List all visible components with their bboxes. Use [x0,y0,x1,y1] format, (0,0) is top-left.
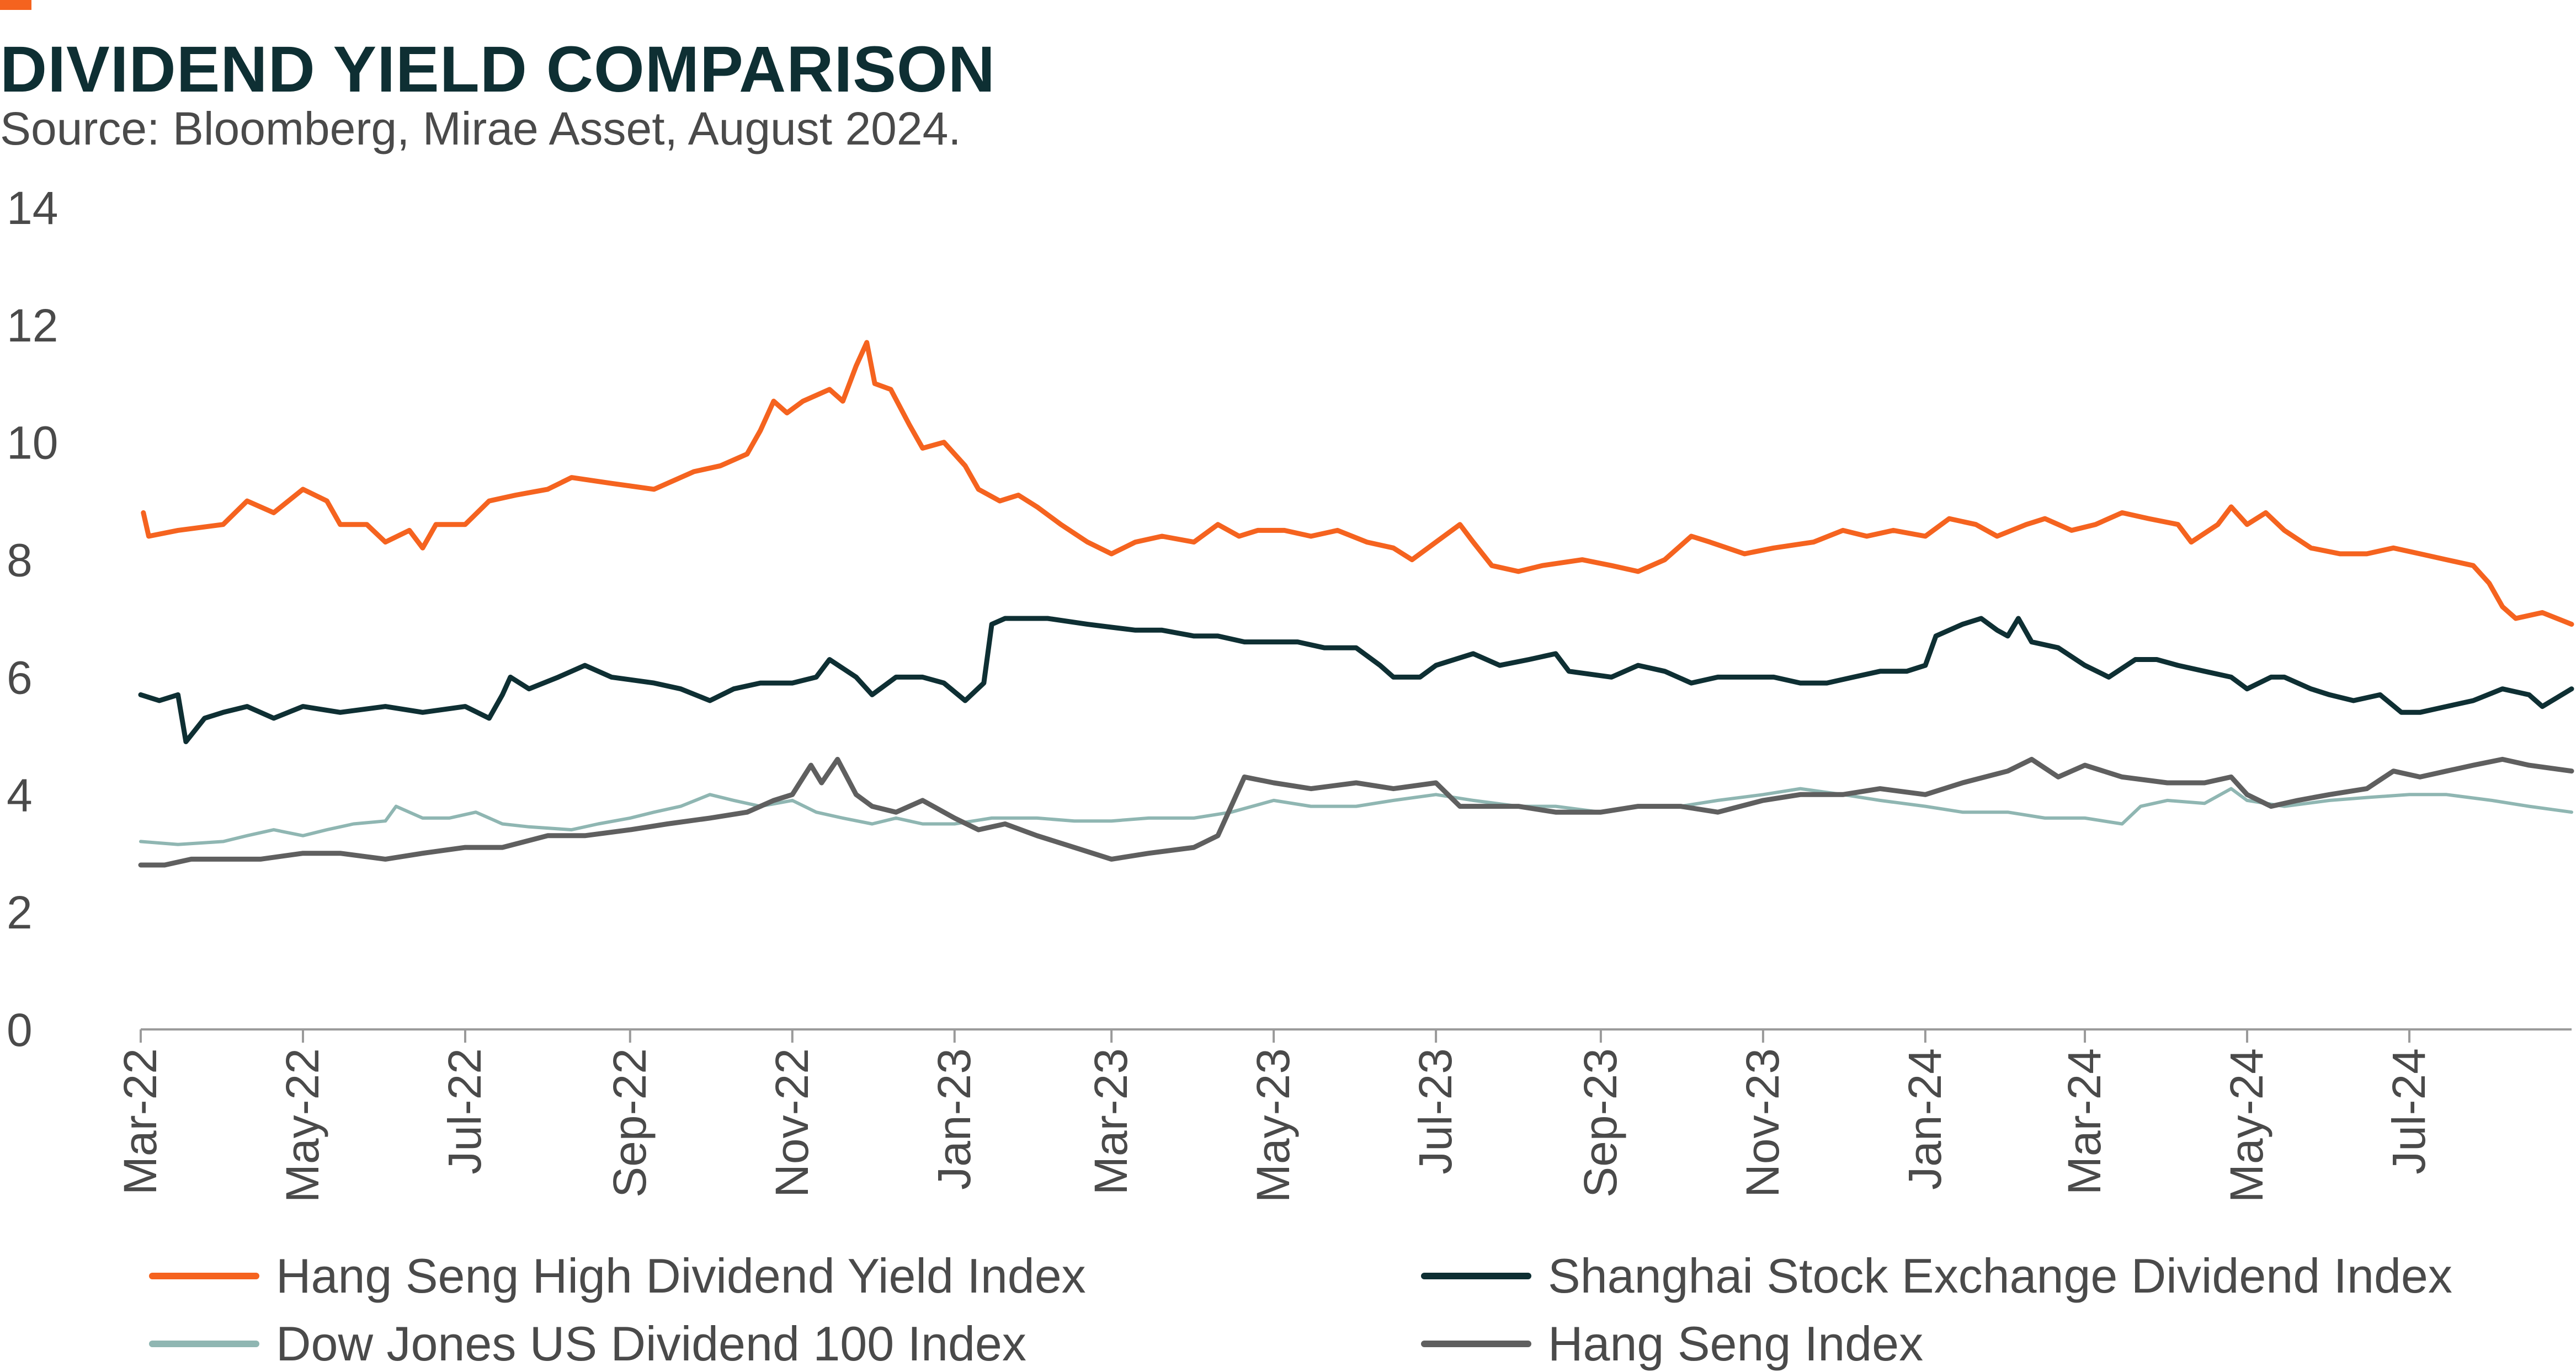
legend-label: Hang Seng High Dividend Yield Index [276,1248,1086,1303]
legend-item-hang-seng: Hang Seng Index [1421,1316,1923,1372]
x-tick-label: Sep-23 [1574,1048,1626,1198]
y-tick-label: 8 [7,535,33,586]
chart-subtitle: Source: Bloomberg, Mirae Asset, August 2… [0,103,961,154]
x-tick-label: Jul-23 [1409,1048,1461,1175]
y-tick-label: 12 [7,300,58,351]
x-tick-label: Mar-23 [1085,1048,1137,1195]
legend-swatch [1421,1341,1531,1347]
x-tick-label: Mar-24 [2058,1048,2110,1195]
series-line-3 [138,756,2574,868]
x-tick-label: Jan-24 [1899,1048,1951,1190]
x-tick-label: Jul-22 [439,1048,491,1175]
y-tick-label: 14 [7,182,58,234]
x-tick-label: Nov-22 [766,1048,818,1198]
x-tick-label: May-24 [2221,1048,2272,1203]
legend-item-hang-seng-high-dividend: Hang Seng High Dividend Yield Index [149,1248,1086,1304]
x-tick-label: May-23 [1247,1048,1299,1203]
y-tick-label: 6 [7,652,33,703]
y-tick-label: 0 [7,1004,33,1056]
y-tick-label: 10 [7,417,58,469]
legend-item-shanghai-dividend: Shanghai Stock Exchange Dividend Index [1421,1248,2452,1304]
series-line-2 [139,787,2573,846]
legend-label: Hang Seng Index [1548,1316,1924,1371]
title-accent-bar [0,0,31,10]
legend-swatch [149,1273,259,1279]
x-tick-label: Jul-24 [2383,1048,2435,1175]
legend-swatch [1421,1273,1531,1279]
y-tick-label: 2 [7,887,33,938]
legend-swatch [149,1341,259,1347]
series-line-1 [138,616,2574,744]
series-line-0 [141,340,2574,627]
x-tick-label: Mar-22 [114,1048,166,1195]
legend-label: Shanghai Stock Exchange Dividend Index [1548,1248,2452,1303]
legend-label: Dow Jones US Dividend 100 Index [276,1316,1026,1371]
x-tick-label: Nov-23 [1737,1048,1789,1198]
chart-title: DIVIDEND YIELD COMPARISON [0,33,996,106]
x-tick-label: Sep-22 [604,1048,656,1198]
legend-item-dow-jones-dividend: Dow Jones US Dividend 100 Index [149,1316,1026,1372]
y-tick-label: 4 [7,769,33,821]
x-tick-label: May-22 [276,1048,328,1203]
x-tick-label: Jan-23 [928,1048,980,1190]
